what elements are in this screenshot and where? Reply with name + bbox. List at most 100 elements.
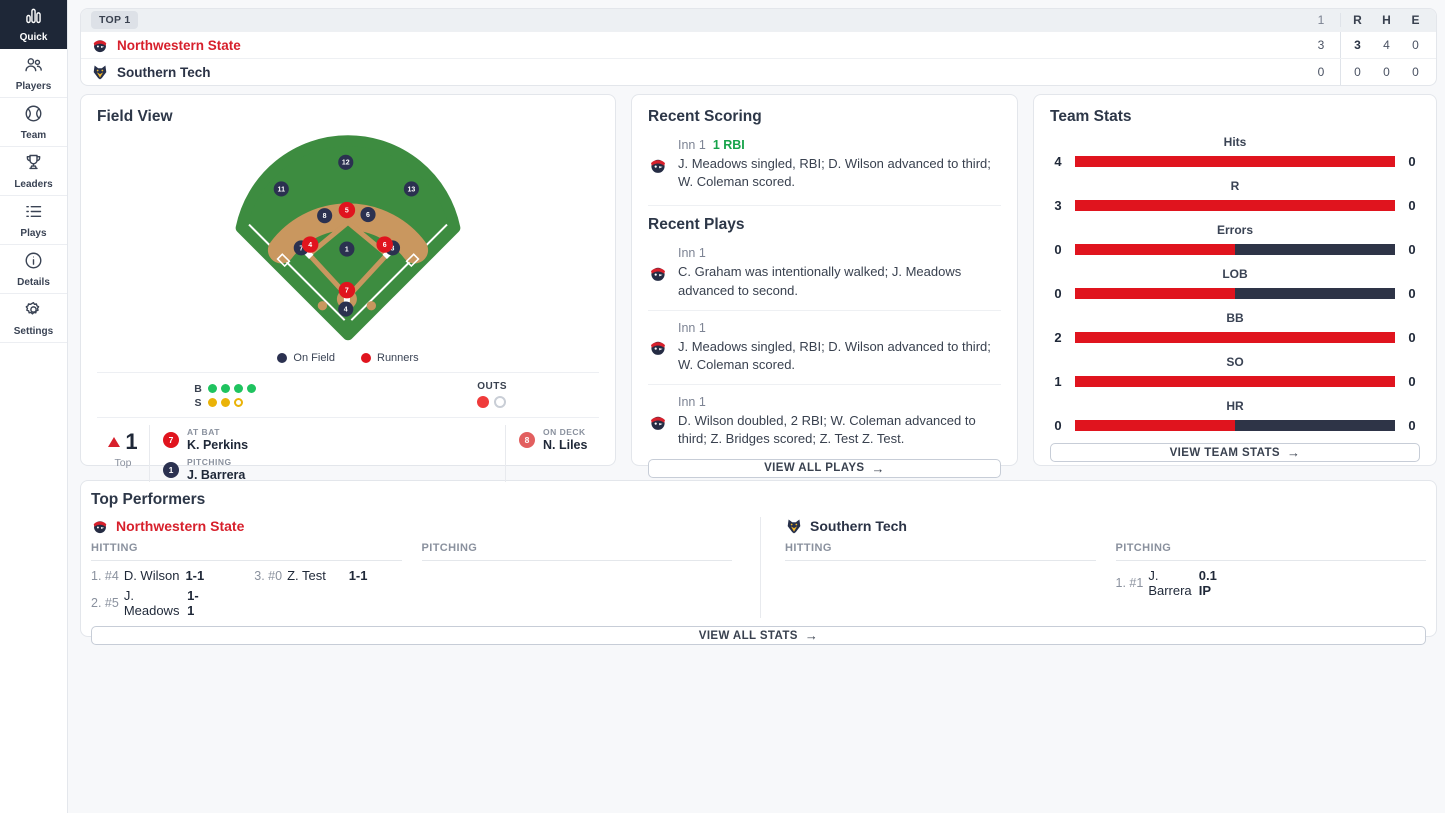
team-stat-bar xyxy=(1075,376,1395,387)
sidebar-item-label: Details xyxy=(17,277,50,288)
team-stat-bar xyxy=(1075,420,1395,431)
play-description: J. Meadows singled, RBI; D. Wilson advan… xyxy=(678,338,991,372)
fielder-marker[interactable]: 8 xyxy=(317,208,333,224)
performer-row[interactable]: 1. #1 J. Barrera 0.1 IP xyxy=(1116,568,1263,598)
view-team-stats-button[interactable]: VIEW TEAM STATS → xyxy=(1050,443,1420,462)
performer-name: J. Barrera xyxy=(1148,568,1192,598)
team-stat-row: BB 2 0 xyxy=(1050,311,1420,345)
team-stat-right-value: 0 xyxy=(1408,330,1416,345)
field-view-title: Field View xyxy=(97,108,173,125)
svg-text:11: 11 xyxy=(278,186,286,193)
team-stat-right-value: 0 xyxy=(1408,286,1416,301)
scoreboard-col-header: R xyxy=(1353,13,1362,27)
scoreboard-stat-value: 0 xyxy=(1412,65,1419,79)
scoreboard-inning-col-header: 1 xyxy=(1317,13,1325,27)
sidebar-item-team[interactable]: Team xyxy=(0,98,67,147)
view-all-plays-button[interactable]: VIEW ALL PLAYS → xyxy=(648,458,1001,478)
play-inning-label: Inn 1 xyxy=(678,138,706,152)
fielder-marker[interactable]: 1 xyxy=(339,241,355,257)
team-name: Northwestern State xyxy=(117,37,241,53)
fielder-marker[interactable]: 6 xyxy=(360,206,376,223)
field-diagram: 11 12 13 8 6 7 3 1 4 5 4 6 7 xyxy=(97,130,599,348)
svg-text:7: 7 xyxy=(345,288,349,295)
sidebar-item-quick[interactable]: Quick xyxy=(0,0,67,49)
runner-marker[interactable]: 4 xyxy=(301,236,319,253)
team-stat-left-value: 2 xyxy=(1054,330,1062,345)
on-deck-badge: 8 xyxy=(519,431,535,448)
runner-marker[interactable]: 7 xyxy=(338,281,356,299)
play-description: C. Graham was intentionally walked; J. M… xyxy=(678,264,962,298)
recent-activity-card: Recent Scoring Inn 1 1 RBI J. Meadows sing… xyxy=(631,94,1018,478)
performers-team-section: Northwestern State HITTING 1. #4 D. Wilson 1… xyxy=(91,517,746,618)
team-stat-row: Hits 4 0 xyxy=(1050,135,1420,169)
team-stat-left-value: 3 xyxy=(1054,198,1062,213)
bar-chart-icon xyxy=(23,5,44,29)
team-stat-bar xyxy=(1075,244,1395,255)
scoreboard-inning-value: 0 xyxy=(1317,65,1325,79)
view-all-stats-button[interactable]: VIEW ALL STATS → xyxy=(91,626,1426,645)
fielder-marker[interactable]: 11 xyxy=(273,181,289,197)
sidebar-item-label: Players xyxy=(15,81,52,92)
performer-rank: 1. #1 xyxy=(1115,576,1144,590)
performer-row[interactable]: 3. #0 Z. Test 1-1 xyxy=(254,568,401,583)
play-inning-label: Inn 1 xyxy=(678,395,706,410)
team-stat-left-value: 0 xyxy=(1054,286,1062,301)
team-stat-row: HR 0 0 xyxy=(1050,399,1420,433)
fielder-marker[interactable]: 13 xyxy=(403,181,419,197)
sidebar-item-settings[interactable]: Settings xyxy=(0,294,67,343)
sidebar-item-plays[interactable]: Plays xyxy=(0,196,67,245)
hitting-column-label: HITTING xyxy=(785,542,1096,561)
svg-text:12: 12 xyxy=(342,160,350,167)
team-stat-left-value: 0 xyxy=(1054,418,1062,433)
performers-team-section: Southern Tech HITTING PITCHING 1. #1 J. Barr… xyxy=(760,517,1426,618)
team-logo-pirates xyxy=(648,155,668,175)
count-dot xyxy=(234,398,243,407)
scoreboard-stat-value: 0 xyxy=(1412,38,1419,52)
pitching-column-label: PITCHING xyxy=(1115,542,1426,561)
play-item: Inn 1 1 RBI J. Meadows singled, RBI; D. Wi… xyxy=(648,128,1001,201)
sidebar-item-players[interactable]: Players xyxy=(0,49,67,98)
legend-item: On Field xyxy=(277,352,335,364)
performer-row[interactable]: 1. #4 D. Wilson 1-1 xyxy=(91,568,238,583)
team-stat-bar xyxy=(1075,200,1395,211)
strikes-label: S xyxy=(194,396,202,409)
recent-scoring-title: Recent Scoring xyxy=(648,108,762,125)
balls-label: B xyxy=(194,382,202,395)
outs-label: OUTS xyxy=(477,381,507,392)
baseball-field-graphic: 11 12 13 8 6 7 3 1 4 5 4 6 7 xyxy=(235,135,461,341)
top-performers-card: Top Performers Northwestern State HITTING… xyxy=(80,480,1437,645)
runner-marker[interactable]: 6 xyxy=(376,236,393,253)
fielder-marker[interactable]: 12 xyxy=(338,154,354,170)
runner-marker[interactable]: 5 xyxy=(338,201,356,219)
pitching-badge: 1 xyxy=(163,461,179,478)
scoreboard-col-header: H xyxy=(1382,13,1391,27)
scoreboard-team-row[interactable]: Southern Tech 0 0 0 0 xyxy=(81,58,1436,85)
fielder-marker[interactable]: 4 xyxy=(338,301,354,317)
team-stat-row: LOB 0 0 xyxy=(1050,267,1420,301)
team-stat-row: SO 1 0 xyxy=(1050,355,1420,389)
team-stats-title: Team Stats xyxy=(1050,108,1132,125)
performer-name: D. Wilson xyxy=(123,568,180,583)
arrow-right-icon: → xyxy=(804,628,819,643)
performer-name: J. Meadows xyxy=(123,588,180,618)
pitching-player: J. Barrera xyxy=(187,468,246,482)
scoreboard-header: TOP 1 1 R H E xyxy=(81,9,1436,31)
sidebar-item-details[interactable]: Details xyxy=(0,245,67,294)
performer-row[interactable]: 2. #5 J. Meadows 1-1 xyxy=(91,588,238,618)
performer-stat: 1-1 xyxy=(185,568,205,583)
performer-rank: 3. #0 xyxy=(254,568,283,583)
pitching-column-label: PITCHING xyxy=(421,542,732,561)
scoreboard-team-row[interactable]: Northwestern State 3 3 4 0 xyxy=(81,31,1436,58)
performers-pitching-column: PITCHING 1. #1 J. Barrera 0.1 IP xyxy=(1115,542,1426,598)
team-stat-right-value: 0 xyxy=(1408,198,1416,213)
sidebar-item-leaders[interactable]: Leaders xyxy=(0,147,67,196)
play-inning-label: Inn 1 xyxy=(678,246,706,261)
play-description: D. Wilson doubled, 2 RBI; W. Coleman adv… xyxy=(678,413,976,447)
svg-text:7: 7 xyxy=(299,245,303,252)
at-bat-badge: 7 xyxy=(163,431,179,448)
count-dot xyxy=(494,396,507,408)
inning-number: 1 xyxy=(125,429,138,454)
field-player-markers: 11 12 13 8 6 7 3 1 4 5 4 6 7 xyxy=(273,154,419,317)
